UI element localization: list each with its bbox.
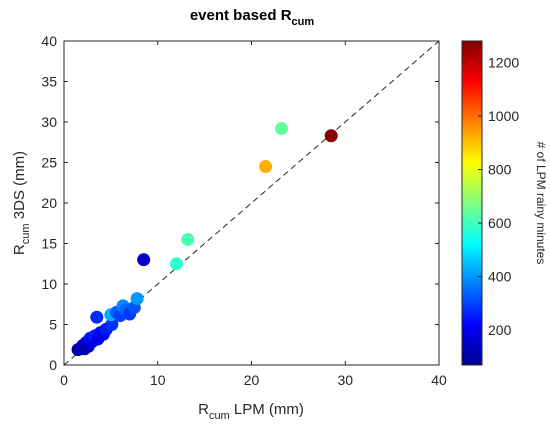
x-axis-label: Rcum LPM (mm): [198, 401, 304, 422]
colorbar-tick-label: 1200: [488, 54, 519, 70]
y-tick-label: 25: [41, 155, 57, 171]
data-point: [324, 129, 338, 143]
colorbar-tick-label: 600: [488, 215, 512, 231]
y-tick-label: 15: [41, 236, 57, 252]
x-tick-label: 20: [244, 372, 260, 388]
data-points: [71, 121, 338, 357]
colorbar-tick-label: 800: [488, 162, 512, 178]
y-tick-label: 35: [41, 74, 57, 90]
data-point: [137, 253, 151, 267]
x-tick-label: 0: [60, 372, 68, 388]
y-axis: 0 5 10 15 20 25 30 35 40: [41, 33, 439, 373]
y-tick-label: 5: [49, 317, 57, 333]
data-point: [90, 310, 104, 324]
y-tick-label: 20: [41, 195, 57, 211]
colorbar-label: # of LPM rainy minutes: [534, 142, 548, 265]
colorbar-tick-label: 200: [488, 322, 512, 338]
x-tick-label: 10: [150, 372, 166, 388]
chart-title: event based Rcum: [190, 7, 315, 28]
data-point: [259, 160, 273, 174]
x-tick-label: 30: [337, 372, 353, 388]
y-tick-label: 0: [49, 357, 57, 373]
data-point: [170, 257, 183, 271]
data-point: [105, 318, 119, 331]
y-tick-label: 30: [41, 114, 57, 130]
colorbar-ticks: 200 400 600 800 1000 1200: [478, 54, 519, 338]
y-tick-label: 40: [41, 33, 57, 49]
x-axis: 0 10 20 30 40: [60, 41, 447, 388]
y-axis-label: Rcum 3DS (mm): [11, 151, 32, 255]
data-point: [181, 232, 195, 246]
colorbar-tick-label: 400: [488, 269, 512, 285]
colorbar-tick-label: 1000: [488, 108, 519, 124]
x-tick-label: 40: [431, 372, 447, 388]
data-point: [275, 121, 288, 135]
y-tick-label: 10: [41, 276, 57, 292]
data-point: [130, 292, 144, 306]
colorbar: [461, 40, 483, 366]
